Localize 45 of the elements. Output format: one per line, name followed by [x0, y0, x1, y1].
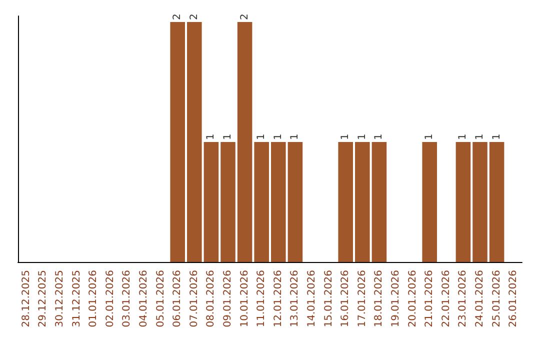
x-tick-label: 19.01.2026: [390, 270, 402, 328]
x-tick-label: 12.01.2026: [272, 270, 284, 328]
x-tick-label: 10.01.2026: [239, 270, 250, 328]
data-label: 2: [239, 14, 250, 20]
x-tick-label: 04.01.2026: [138, 270, 150, 328]
x-tick-label: 26.01.2026: [508, 270, 520, 328]
x-tick-label: 20.01.2026: [407, 270, 418, 328]
x-tick-label: 05.01.2026: [155, 270, 166, 328]
x-tick-label: 08.01.2026: [206, 270, 217, 328]
x-tick-label: 18.01.2026: [374, 270, 385, 328]
x-tick-label: 02.01.2026: [104, 270, 116, 328]
x-tick-label: 03.01.2026: [122, 270, 133, 328]
x-tick-label: 06.01.2026: [172, 270, 184, 328]
x-tick-label: 01.01.2026: [88, 270, 100, 328]
x-tick-label: 23.01.2026: [458, 270, 469, 328]
x-tick-label: 13.01.2026: [290, 270, 301, 328]
data-label: 1: [374, 134, 385, 140]
x-tick-label: 28.12.2025: [20, 270, 32, 328]
x-tick-label: 30.12.2025: [54, 270, 66, 328]
x-tick-label: 09.01.2026: [222, 270, 234, 328]
x-tick-label: 22.01.2026: [440, 270, 452, 328]
x-tick-label: 21.01.2026: [424, 270, 436, 328]
data-label: 1: [222, 134, 234, 140]
data-label: 1: [474, 134, 486, 140]
data-label: 1: [340, 134, 352, 140]
data-label: 1: [206, 134, 217, 140]
x-tick-label: 24.01.2026: [474, 270, 486, 328]
x-tick-label: 15.01.2026: [323, 270, 334, 328]
x-tick-label: 25.01.2026: [491, 270, 502, 328]
x-tick-label: 31.12.2025: [71, 270, 82, 328]
data-label: 1: [256, 134, 268, 140]
x-tick-label: 11.01.2026: [256, 270, 268, 328]
data-label: 1: [272, 134, 284, 140]
data-label: 1: [290, 134, 301, 140]
data-label: 2: [188, 14, 200, 20]
x-tick-label: 29.12.2025: [38, 270, 49, 328]
x-tick-label: 17.01.2026: [356, 270, 368, 328]
x-tick-label: 14.01.2026: [306, 270, 318, 328]
data-label: 1: [491, 134, 502, 140]
data-label: 1: [424, 134, 436, 140]
x-tick-label: 07.01.2026: [188, 270, 200, 328]
data-label: 1: [356, 134, 368, 140]
data-label: 1: [458, 134, 469, 140]
x-tick-label: 16.01.2026: [340, 270, 352, 328]
data-label: 2: [172, 14, 184, 20]
